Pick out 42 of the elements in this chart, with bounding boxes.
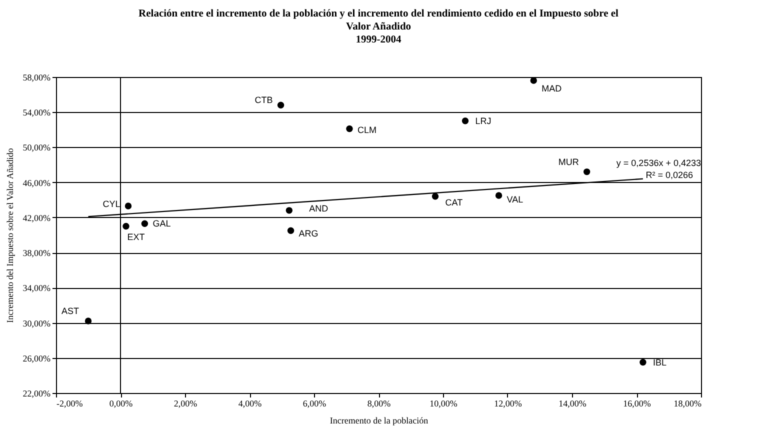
annotation: CAT: [445, 197, 464, 208]
text: Valor Añadido: [346, 22, 412, 32]
y-tick-label: 58,00%: [22, 72, 51, 82]
y-tick-label: 38,00%: [22, 248, 51, 258]
x-tick-label: 14,00%: [558, 398, 587, 408]
annotation: LRJ: [475, 116, 492, 126]
annotation: EXT: [127, 232, 146, 242]
x-tick-label: 6,00%: [302, 398, 327, 408]
x-axis-title: Incremento de la población: [330, 416, 429, 426]
annotation: MAD: [542, 84, 562, 94]
text: 1999-2004: [356, 34, 402, 46]
y-tick-label: 42,00%: [22, 212, 51, 223]
annotation: AST: [61, 306, 80, 316]
x-tick-label: 4,00%: [238, 398, 262, 408]
x-tick-label: 2,00%: [174, 398, 198, 408]
x-tick-label: -2,00%: [56, 398, 84, 408]
y-tick-label: 50,00%: [22, 142, 51, 153]
annotation: MUR: [558, 156, 580, 167]
annotation: AND: [309, 203, 329, 214]
annotation: CLM: [357, 124, 376, 135]
annotation: R² = 0,0266: [646, 170, 693, 180]
annotation: CTB: [254, 95, 273, 106]
x-tick-label: 12,00%: [494, 398, 522, 408]
text: Relación entre el incremento de la población y el incremento del rendimiento cedido en el Impuesto sobre el: [138, 8, 618, 20]
y-axis-title: Incremento del Impuesto sobre el Valor Añadido: [4, 148, 15, 323]
annotation: y = 0,2536x + 0,4233: [616, 158, 701, 168]
annotation: VAL: [506, 194, 524, 204]
y-tick-label: 30,00%: [22, 318, 51, 328]
annotation: IBL: [652, 357, 666, 368]
y-tick-label: 46,00%: [22, 178, 51, 188]
x-tick-label: 18,00%: [674, 398, 702, 408]
annotation: ARG: [298, 228, 318, 239]
y-tick-label: 26,00%: [22, 353, 51, 364]
y-tick-label: 22,00%: [22, 388, 51, 398]
annotation: CYL: [102, 199, 120, 210]
y-tick-label: 34,00%: [22, 283, 51, 294]
x-tick-label: 16,00%: [623, 398, 652, 408]
x-tick-label: 10,00%: [430, 398, 458, 408]
x-tick-label: 0,00%: [109, 398, 134, 408]
x-tick-label: 8,00%: [367, 398, 392, 408]
annotation: GAL: [152, 218, 171, 229]
y-tick-label: 54,00%: [22, 108, 51, 118]
